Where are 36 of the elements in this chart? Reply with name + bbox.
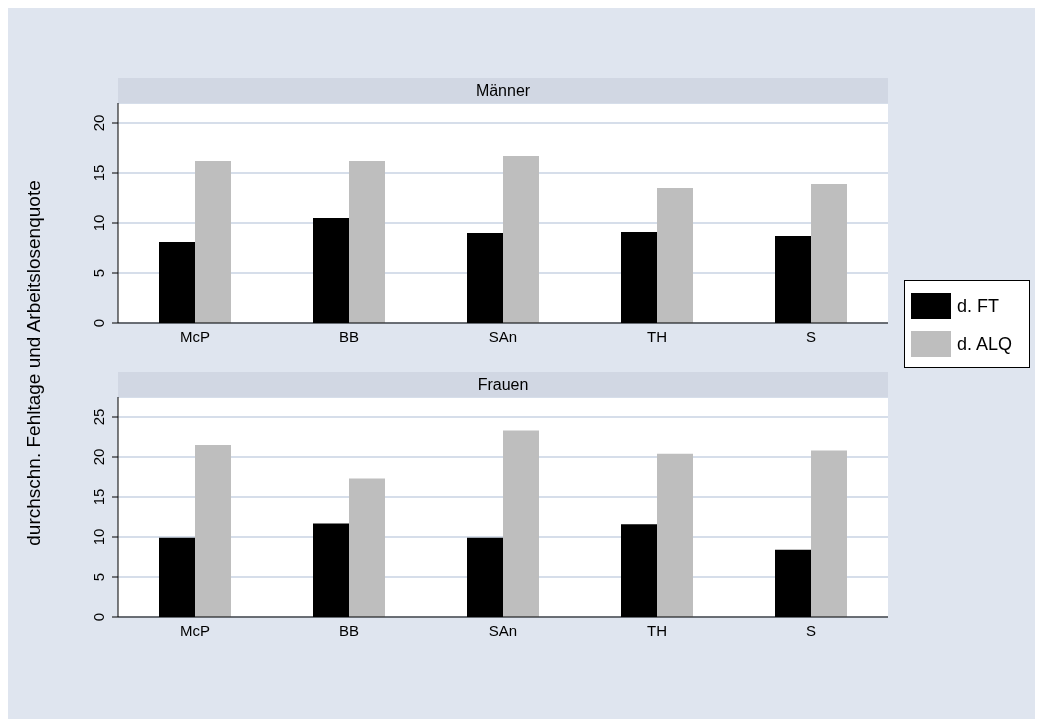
bar <box>811 184 847 323</box>
bar <box>195 445 231 617</box>
y-tick-label: 5 <box>90 572 107 582</box>
legend-label: d. ALQ <box>957 333 1013 355</box>
x-tick-label: McP <box>180 327 210 345</box>
x-tick-label: BB <box>338 621 360 639</box>
x-tick-label: TH <box>647 327 667 345</box>
y-tick-label: 0 <box>90 612 107 622</box>
y-tick-label: 20 <box>90 114 107 132</box>
x-tick-label: TH <box>647 621 667 639</box>
y-axis-title: durchschn. Fehltage und Arbeitslosenquote <box>23 180 45 546</box>
bar <box>657 453 693 617</box>
x-tick-label: BB <box>338 327 360 345</box>
bar <box>503 430 539 617</box>
bar <box>811 450 847 617</box>
bar <box>349 478 385 617</box>
y-tick-label: 10 <box>90 528 107 546</box>
y-tick-label: 25 <box>90 408 107 426</box>
x-tick-label: S <box>805 327 817 345</box>
y-tick-label: 5 <box>90 268 107 278</box>
x-tick-label: SAn <box>488 621 518 639</box>
bar <box>657 188 693 323</box>
y-tick-label: 0 <box>90 318 107 328</box>
y-tick-label: 15 <box>90 164 107 182</box>
y-tick-label: 15 <box>90 488 107 506</box>
x-tick-label: McP <box>180 621 210 639</box>
x-tick-label: SAn <box>488 327 518 345</box>
y-tick-label: 10 <box>90 214 107 232</box>
y-tick-label: 20 <box>90 448 107 466</box>
bar <box>349 161 385 323</box>
chart-title: Männer <box>118 78 888 103</box>
chart-title: Frauen <box>118 372 888 397</box>
x-tick-label: S <box>805 621 817 639</box>
bar <box>503 156 539 323</box>
bar <box>195 161 231 323</box>
legend-label: d. FT <box>957 295 1000 317</box>
